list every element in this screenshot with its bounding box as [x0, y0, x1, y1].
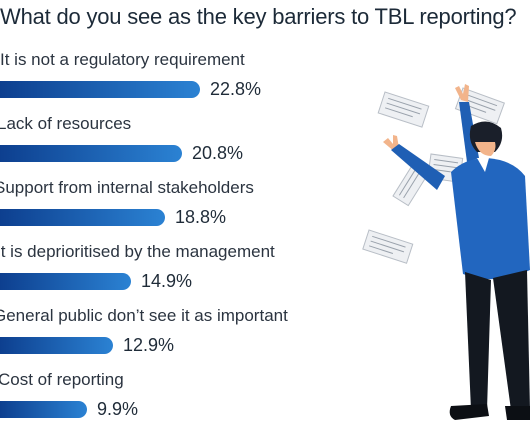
value-label: 22.8%	[210, 79, 262, 99]
bar	[0, 337, 113, 354]
bar	[0, 273, 131, 290]
chart-title: What do you see as the key barriers to T…	[0, 4, 517, 29]
value-label: 20.8%	[192, 143, 244, 163]
bar	[0, 401, 87, 418]
shirt	[451, 158, 530, 280]
value-label: 12.9%	[123, 335, 175, 355]
bar	[0, 145, 182, 162]
right-hand	[455, 84, 469, 102]
value-label: 9.9%	[97, 399, 139, 419]
value-label: 14.9%	[141, 271, 193, 291]
value-label: 18.8%	[175, 207, 227, 227]
category-label: It is not a regulatory requirement	[0, 50, 245, 69]
category-label: Lack of resources	[0, 114, 132, 133]
category-label: Cost of reporting	[0, 370, 124, 389]
category-label: Support from internal stakeholders	[0, 178, 254, 197]
bar	[0, 209, 165, 226]
category-label: It is deprioritised by the management	[0, 242, 275, 261]
category-label: General public don’t see it as important	[0, 306, 288, 325]
bar	[0, 81, 200, 98]
man-catching-papers-icon	[362, 84, 530, 420]
